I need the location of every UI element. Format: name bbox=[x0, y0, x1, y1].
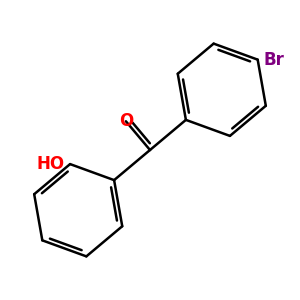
Text: HO: HO bbox=[36, 155, 64, 173]
Text: Br: Br bbox=[263, 51, 284, 69]
Text: O: O bbox=[119, 112, 133, 130]
